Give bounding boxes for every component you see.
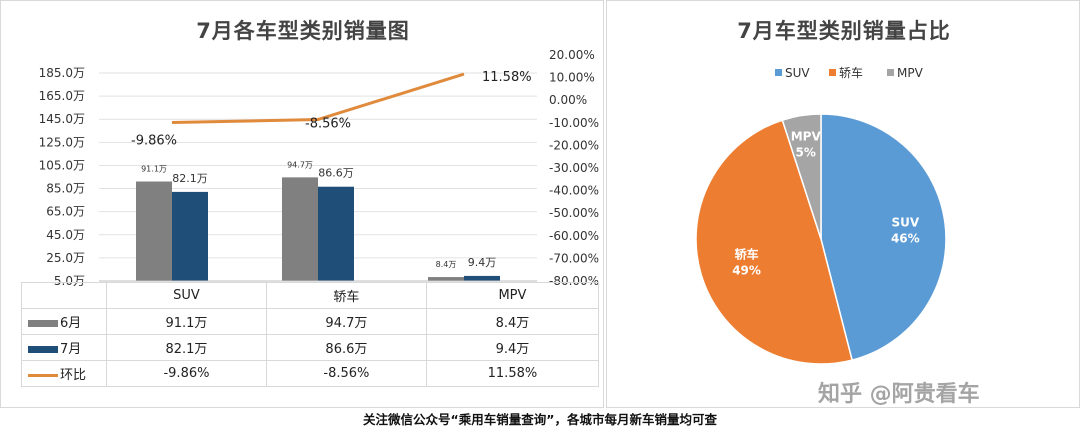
table-cell: 94.7万 xyxy=(265,308,427,335)
table-header: SUV xyxy=(106,282,267,309)
left-chart-panel: 7月各车型类别销量图 185.0万 165.0万 145.0万 125.0万 105.0… xyxy=(0,0,604,408)
pie-chart: SUV 轿车 MPV SUV 46% 轿车 49% MPV 5% xyxy=(695,65,947,365)
data-label-ratio: -9.86% xyxy=(131,133,177,148)
bar-chart-title: 7月各车型类别销量图 xyxy=(196,19,410,43)
y2-tick-label: -70.00% xyxy=(549,251,599,265)
legend-swatch xyxy=(887,69,894,76)
legend-label: MPV xyxy=(897,66,924,80)
pie-slice xyxy=(781,113,822,240)
bar-chart: 185.0万 165.0万 145.0万 125.0万 105.0万 85.0万 65.0万… xyxy=(39,48,599,288)
table-corner xyxy=(21,282,107,309)
data-label-june: 91.1万 xyxy=(141,165,167,174)
y2-tick-label: -10.00% xyxy=(549,116,599,130)
y-tick-label: 145.0万 xyxy=(39,112,85,126)
pie-slice xyxy=(695,119,853,365)
data-label-june: 94.7万 xyxy=(287,160,313,169)
data-label-ratio: 11.58% xyxy=(482,70,532,85)
y-tick-label: 85.0万 xyxy=(46,182,85,196)
y-tick-label: 25.0万 xyxy=(46,251,85,265)
slice-category-label: 轿车 xyxy=(735,247,759,262)
bar-june xyxy=(428,277,464,281)
y-tick-label: 125.0万 xyxy=(39,135,85,149)
bar-june xyxy=(136,181,172,281)
ratio-line xyxy=(171,72,465,124)
pie-slice xyxy=(820,113,947,361)
legend-swatch xyxy=(829,69,836,76)
data-label-july: 86.6万 xyxy=(318,167,354,180)
y2-tick-label: -30.00% xyxy=(549,161,599,175)
y-tick-label: 105.0万 xyxy=(39,158,85,172)
slice-category-label: SUV xyxy=(891,215,919,229)
table-cell: 86.6万 xyxy=(265,334,427,361)
data-table: SUV 轿车 MPV 6月 91.1万 94.7万 8.4万 7月 82.1万 … xyxy=(21,282,600,387)
table-row: 6月 91.1万 94.7万 8.4万 xyxy=(21,308,600,335)
y2-tick-label: -50.00% xyxy=(549,206,599,220)
watermark: 知乎 @阿贵看车 xyxy=(818,382,980,407)
slice-category-label: MPV xyxy=(791,130,822,144)
table-row-label: 7月 xyxy=(21,334,107,361)
table-row: 环比 -9.86% -8.56% 11.58% xyxy=(21,360,600,387)
table-row: 7月 82.1万 86.6万 9.4万 xyxy=(21,334,600,361)
y2-tick-label: -40.00% xyxy=(549,184,599,198)
y2-tick-label: -60.00% xyxy=(549,229,599,243)
legend-swatch xyxy=(775,69,782,76)
legend-label: SUV xyxy=(785,66,810,80)
table-header: MPV xyxy=(425,282,600,309)
table-cell: 9.4万 xyxy=(425,334,600,361)
bar-july xyxy=(172,191,208,281)
slice-percent-label: 49% xyxy=(732,264,761,278)
july-swatch xyxy=(28,346,58,353)
bar-july xyxy=(318,186,354,281)
footer-note: 关注微信公众号“乘用车销量查询”，各城市每月新车销量均可查 xyxy=(363,412,717,427)
y-tick-label: 165.0万 xyxy=(39,89,85,103)
table-cell: -8.56% xyxy=(265,360,427,387)
bar-june xyxy=(282,177,318,281)
table-cell: -9.86% xyxy=(106,360,267,387)
table-header: 轿车 xyxy=(265,282,427,309)
table-cell: 8.4万 xyxy=(425,308,600,335)
ratio-swatch xyxy=(28,374,58,377)
y-tick-label: 45.0万 xyxy=(46,228,85,242)
y2-tick-label: -20.00% xyxy=(549,138,599,152)
slice-percent-label: 5% xyxy=(796,146,816,160)
table-row-label: 环比 xyxy=(21,360,107,387)
y2-tick-label: 20.00% xyxy=(549,48,595,62)
y-tick-label: 65.0万 xyxy=(46,205,85,219)
y-tick-label: 185.0万 xyxy=(39,66,85,80)
pie-chart-title: 7月车型类别销量占比 xyxy=(737,19,951,43)
data-label-july: 9.4万 xyxy=(468,256,497,269)
table-cell: 82.1万 xyxy=(106,334,267,361)
legend-label: 轿车 xyxy=(839,65,863,80)
y2-tick-label: 10.00% xyxy=(549,71,595,85)
data-label-ratio: -8.56% xyxy=(305,117,351,132)
table-cell: 11.58% xyxy=(425,360,600,387)
table-row-label: 6月 xyxy=(21,308,107,335)
slice-percent-label: 46% xyxy=(891,231,920,245)
right-chart-panel: 7月车型类别销量占比 SUV 轿车 MPV SUV 46% 轿车 49% MPV 5% xyxy=(606,0,1080,408)
bar-july xyxy=(464,275,500,281)
table-header-row: SUV 轿车 MPV xyxy=(21,282,600,309)
table-cell: 91.1万 xyxy=(106,308,267,335)
y2-tick-label: 0.00% xyxy=(549,93,587,107)
data-label-july: 82.1万 xyxy=(172,172,208,185)
june-swatch xyxy=(28,320,58,327)
data-label-june: 8.4万 xyxy=(436,260,457,269)
